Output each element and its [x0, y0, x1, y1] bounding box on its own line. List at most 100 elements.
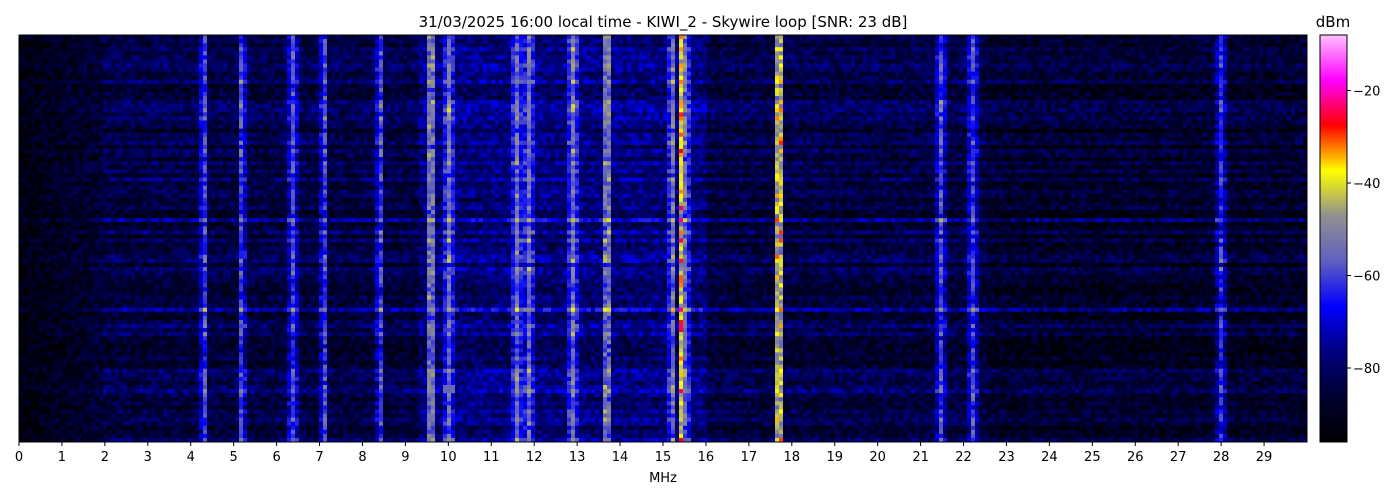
heatmap-cell — [75, 186, 80, 191]
heatmap-cell — [131, 116, 136, 121]
heatmap-cell — [19, 393, 24, 398]
heatmap-cell — [23, 430, 28, 435]
heatmap-cell — [199, 112, 204, 117]
heatmap-cell — [27, 116, 32, 121]
heatmap-cell — [135, 434, 140, 439]
heatmap-cell — [71, 239, 76, 244]
heatmap-cell — [195, 397, 200, 402]
heatmap-cell — [39, 161, 44, 166]
heatmap-cell — [155, 312, 160, 317]
heatmap-cell — [99, 194, 104, 199]
heatmap-cell — [71, 137, 76, 142]
heatmap-cell — [87, 239, 92, 244]
heatmap-cell — [107, 84, 112, 89]
heatmap-cell — [175, 405, 180, 410]
heatmap-cell — [39, 344, 44, 349]
heatmap-cell — [27, 194, 32, 199]
heatmap-cell — [99, 35, 104, 40]
heatmap-cell — [175, 210, 180, 215]
heatmap-cell — [71, 55, 76, 60]
heatmap-cell — [151, 35, 156, 40]
heatmap-cell — [135, 332, 140, 337]
heatmap-cell — [135, 271, 140, 276]
heatmap-cell — [87, 59, 92, 64]
heatmap-cell — [131, 381, 136, 386]
heatmap-cell — [135, 141, 140, 146]
heatmap-cell — [211, 344, 216, 349]
heatmap-cell — [95, 312, 100, 317]
heatmap-cell — [203, 405, 208, 410]
heatmap-cell — [31, 409, 36, 414]
heatmap-cell — [23, 377, 28, 382]
heatmap-cell — [207, 389, 212, 394]
heatmap-cell — [91, 125, 96, 130]
heatmap-cell — [139, 198, 144, 203]
heatmap-cell — [207, 59, 212, 64]
heatmap-cell — [159, 344, 164, 349]
heatmap-cell — [147, 59, 152, 64]
heatmap-cell — [63, 247, 68, 252]
heatmap-cell — [91, 104, 96, 109]
heatmap-cell — [187, 137, 192, 142]
heatmap-cell — [207, 202, 212, 207]
heatmap-cell — [139, 120, 144, 125]
heatmap-cell — [135, 177, 140, 182]
heatmap-cell — [143, 96, 148, 101]
heatmap-cell — [83, 153, 88, 158]
heatmap-cell — [103, 324, 108, 329]
heatmap-cell — [103, 202, 108, 207]
heatmap-cell — [195, 161, 200, 166]
heatmap-cell — [119, 80, 124, 85]
heatmap-cell — [167, 385, 172, 390]
heatmap-cell — [195, 255, 200, 260]
heatmap-cell — [87, 84, 92, 89]
heatmap-cell — [191, 344, 196, 349]
heatmap-cell — [175, 59, 180, 64]
heatmap-cell — [23, 68, 28, 73]
heatmap-cell — [51, 145, 56, 150]
heatmap-cell — [115, 381, 120, 386]
heatmap-cell — [43, 426, 48, 431]
heatmap-cell — [87, 409, 92, 414]
heatmap-cell — [87, 51, 92, 56]
heatmap-cell — [111, 283, 116, 288]
heatmap-cell — [171, 108, 176, 113]
heatmap-cell — [127, 177, 132, 182]
heatmap-cell — [31, 251, 36, 256]
heatmap-cell — [139, 218, 144, 223]
heatmap-cell — [127, 145, 132, 150]
heatmap-cell — [23, 222, 28, 227]
heatmap-cell — [59, 324, 64, 329]
heatmap-cell — [31, 80, 36, 85]
heatmap-cell — [147, 198, 152, 203]
heatmap-cell — [191, 422, 196, 427]
heatmap-cell — [39, 348, 44, 353]
heatmap-cell — [155, 169, 160, 174]
heatmap-cell — [203, 340, 208, 345]
heatmap-cell — [139, 88, 144, 93]
heatmap-cell — [195, 100, 200, 105]
heatmap-cell — [71, 328, 76, 333]
heatmap-cell — [175, 141, 180, 146]
heatmap-cell — [115, 234, 120, 239]
heatmap-cell — [55, 348, 60, 353]
heatmap-cell — [131, 393, 136, 398]
heatmap-cell — [155, 68, 160, 73]
heatmap-cell — [111, 190, 116, 195]
heatmap-cell — [167, 96, 172, 101]
heatmap-cell — [175, 418, 180, 423]
heatmap-cell — [139, 133, 144, 138]
heatmap-cell — [163, 385, 168, 390]
heatmap-cell — [187, 308, 192, 313]
heatmap-cell — [151, 129, 156, 134]
heatmap-cell — [39, 206, 44, 211]
heatmap-cell — [211, 430, 216, 435]
heatmap-cell — [151, 332, 156, 337]
heatmap-cell — [155, 51, 160, 56]
heatmap-cell — [143, 320, 148, 325]
heatmap-cell — [59, 239, 64, 244]
heatmap-cell — [155, 344, 160, 349]
heatmap-cell — [99, 409, 104, 414]
heatmap-cell — [99, 129, 104, 134]
heatmap-cell — [175, 422, 180, 427]
